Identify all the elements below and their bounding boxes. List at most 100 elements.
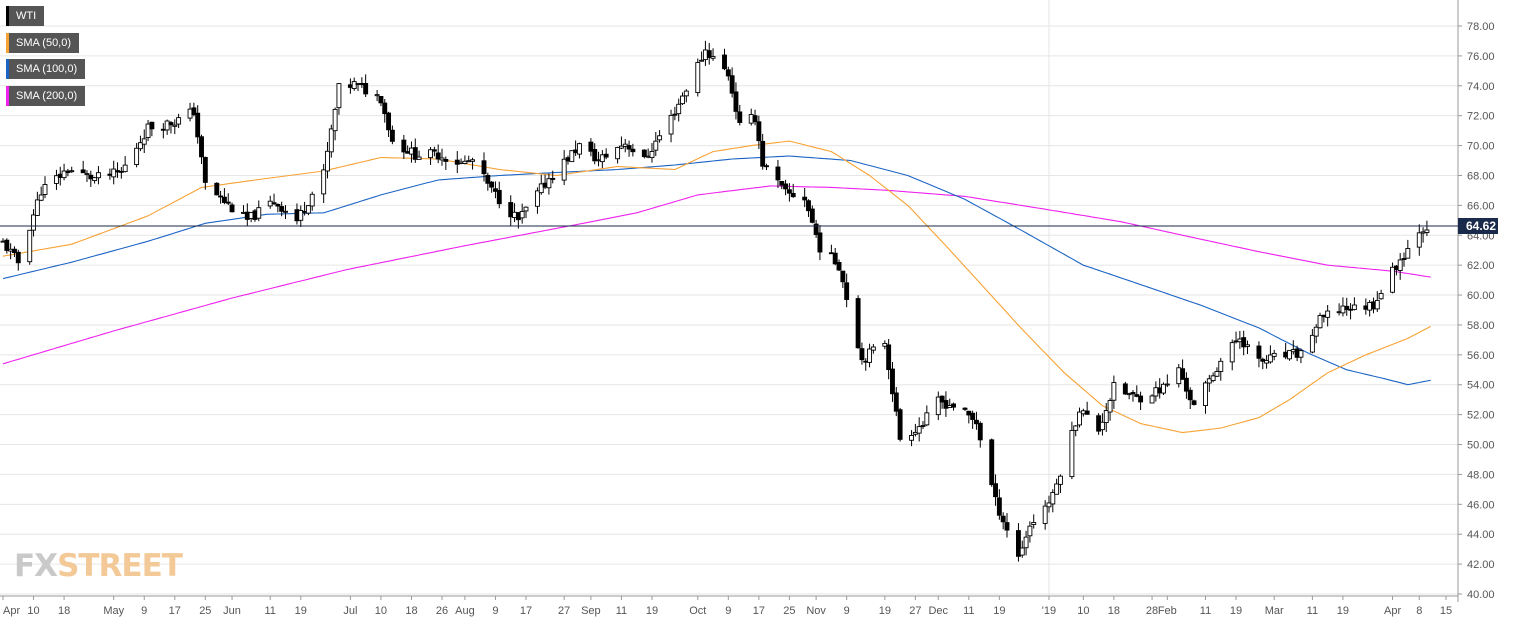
candle	[890, 362, 895, 402]
candle-body	[809, 208, 815, 223]
y-tick-label: 56.00	[1467, 350, 1495, 362]
candle	[1210, 372, 1216, 383]
candle	[592, 143, 598, 165]
x-tick-label: 19	[879, 605, 891, 617]
candle	[496, 181, 502, 209]
candle	[1309, 329, 1315, 354]
candles	[0, 40, 1430, 562]
legend-sma-50: SMA (50,0)	[6, 33, 80, 53]
logo-street: STREET	[57, 548, 183, 584]
candle	[1180, 359, 1186, 380]
x-tick-label: 18	[1108, 605, 1120, 617]
x-tick-label: 9	[492, 605, 498, 617]
candle-body	[378, 95, 384, 104]
candle-body	[1073, 425, 1079, 431]
candle-body	[1069, 429, 1075, 478]
candle	[389, 125, 395, 145]
x-tick-label: 19	[993, 605, 1005, 617]
candle-body	[1161, 383, 1166, 394]
candle	[12, 246, 17, 257]
candle	[935, 391, 941, 421]
candle	[806, 199, 811, 217]
candle	[38, 186, 44, 202]
candle	[626, 140, 632, 157]
candle	[214, 182, 220, 196]
candle-body	[561, 158, 567, 181]
candle	[1256, 341, 1262, 368]
x-tick-label: 19	[1337, 605, 1349, 617]
candle-body	[485, 174, 491, 184]
x-tick-label: Sep	[581, 605, 601, 617]
candle	[1397, 253, 1403, 280]
candle	[92, 176, 98, 184]
y-tick-label: 60.00	[1467, 290, 1495, 302]
candle-body	[1203, 382, 1208, 406]
candle	[1187, 387, 1193, 409]
candle	[672, 106, 678, 121]
candle	[462, 155, 468, 165]
candle-body	[1374, 300, 1380, 310]
x-tick-label: 17	[520, 605, 532, 617]
candle	[561, 150, 567, 186]
candle-body	[962, 407, 968, 410]
legend-sma-50-swatch	[6, 33, 9, 53]
candle	[916, 417, 922, 442]
candle-body	[764, 165, 769, 168]
candle	[1077, 407, 1082, 428]
candle-body	[603, 153, 609, 158]
y-tick-label: 70.00	[1467, 141, 1495, 153]
candle	[1107, 398, 1113, 421]
candle	[1164, 374, 1170, 388]
candle-body	[890, 368, 895, 395]
x-tick-label: 10	[27, 605, 39, 617]
candle-body	[893, 392, 899, 412]
candle-body	[1050, 492, 1056, 505]
candle-body	[989, 439, 995, 486]
candle	[1004, 512, 1010, 538]
candle-body	[202, 156, 208, 183]
candle-body	[630, 148, 636, 153]
candle	[485, 172, 491, 191]
candle	[924, 405, 930, 427]
candle	[1042, 500, 1048, 530]
candle-body	[783, 183, 789, 190]
candle	[1271, 349, 1277, 361]
x-tick-label: 25	[199, 605, 211, 617]
candle-body	[1054, 483, 1060, 495]
x-tick-label: 27	[558, 605, 570, 617]
x-tick-label: Jun	[223, 605, 241, 617]
candle-body	[95, 172, 101, 179]
candle-body	[1134, 394, 1140, 397]
candle-body	[599, 154, 605, 163]
candle-body	[806, 200, 811, 212]
candle	[69, 166, 75, 173]
y-tick-label: 72.00	[1467, 111, 1495, 123]
candle-body	[332, 108, 338, 132]
candle-body	[389, 129, 395, 142]
candle-body	[27, 229, 33, 263]
candle-body	[12, 248, 17, 254]
candle-body	[722, 54, 727, 70]
candle-body	[305, 205, 311, 214]
sma-lines	[2, 140, 1431, 434]
candle-body	[53, 175, 59, 184]
candle	[1313, 324, 1319, 344]
candle-body	[977, 422, 983, 441]
candle	[1287, 350, 1292, 361]
candle	[939, 395, 945, 409]
y-tick-label: 78.00	[1467, 21, 1495, 33]
candle-body	[321, 169, 327, 195]
x-tick-label: 15	[1440, 605, 1452, 617]
candle	[970, 410, 976, 429]
candle-body	[1210, 375, 1216, 382]
candle-body	[710, 56, 716, 59]
candle-body	[1405, 248, 1411, 259]
candle	[828, 244, 834, 255]
candle	[1390, 262, 1396, 294]
x-tick-label: 19	[295, 605, 307, 617]
legend-sma-200-swatch	[6, 86, 9, 106]
candle-body	[31, 214, 36, 231]
candle-body	[546, 178, 552, 189]
candle-body	[1309, 334, 1315, 353]
